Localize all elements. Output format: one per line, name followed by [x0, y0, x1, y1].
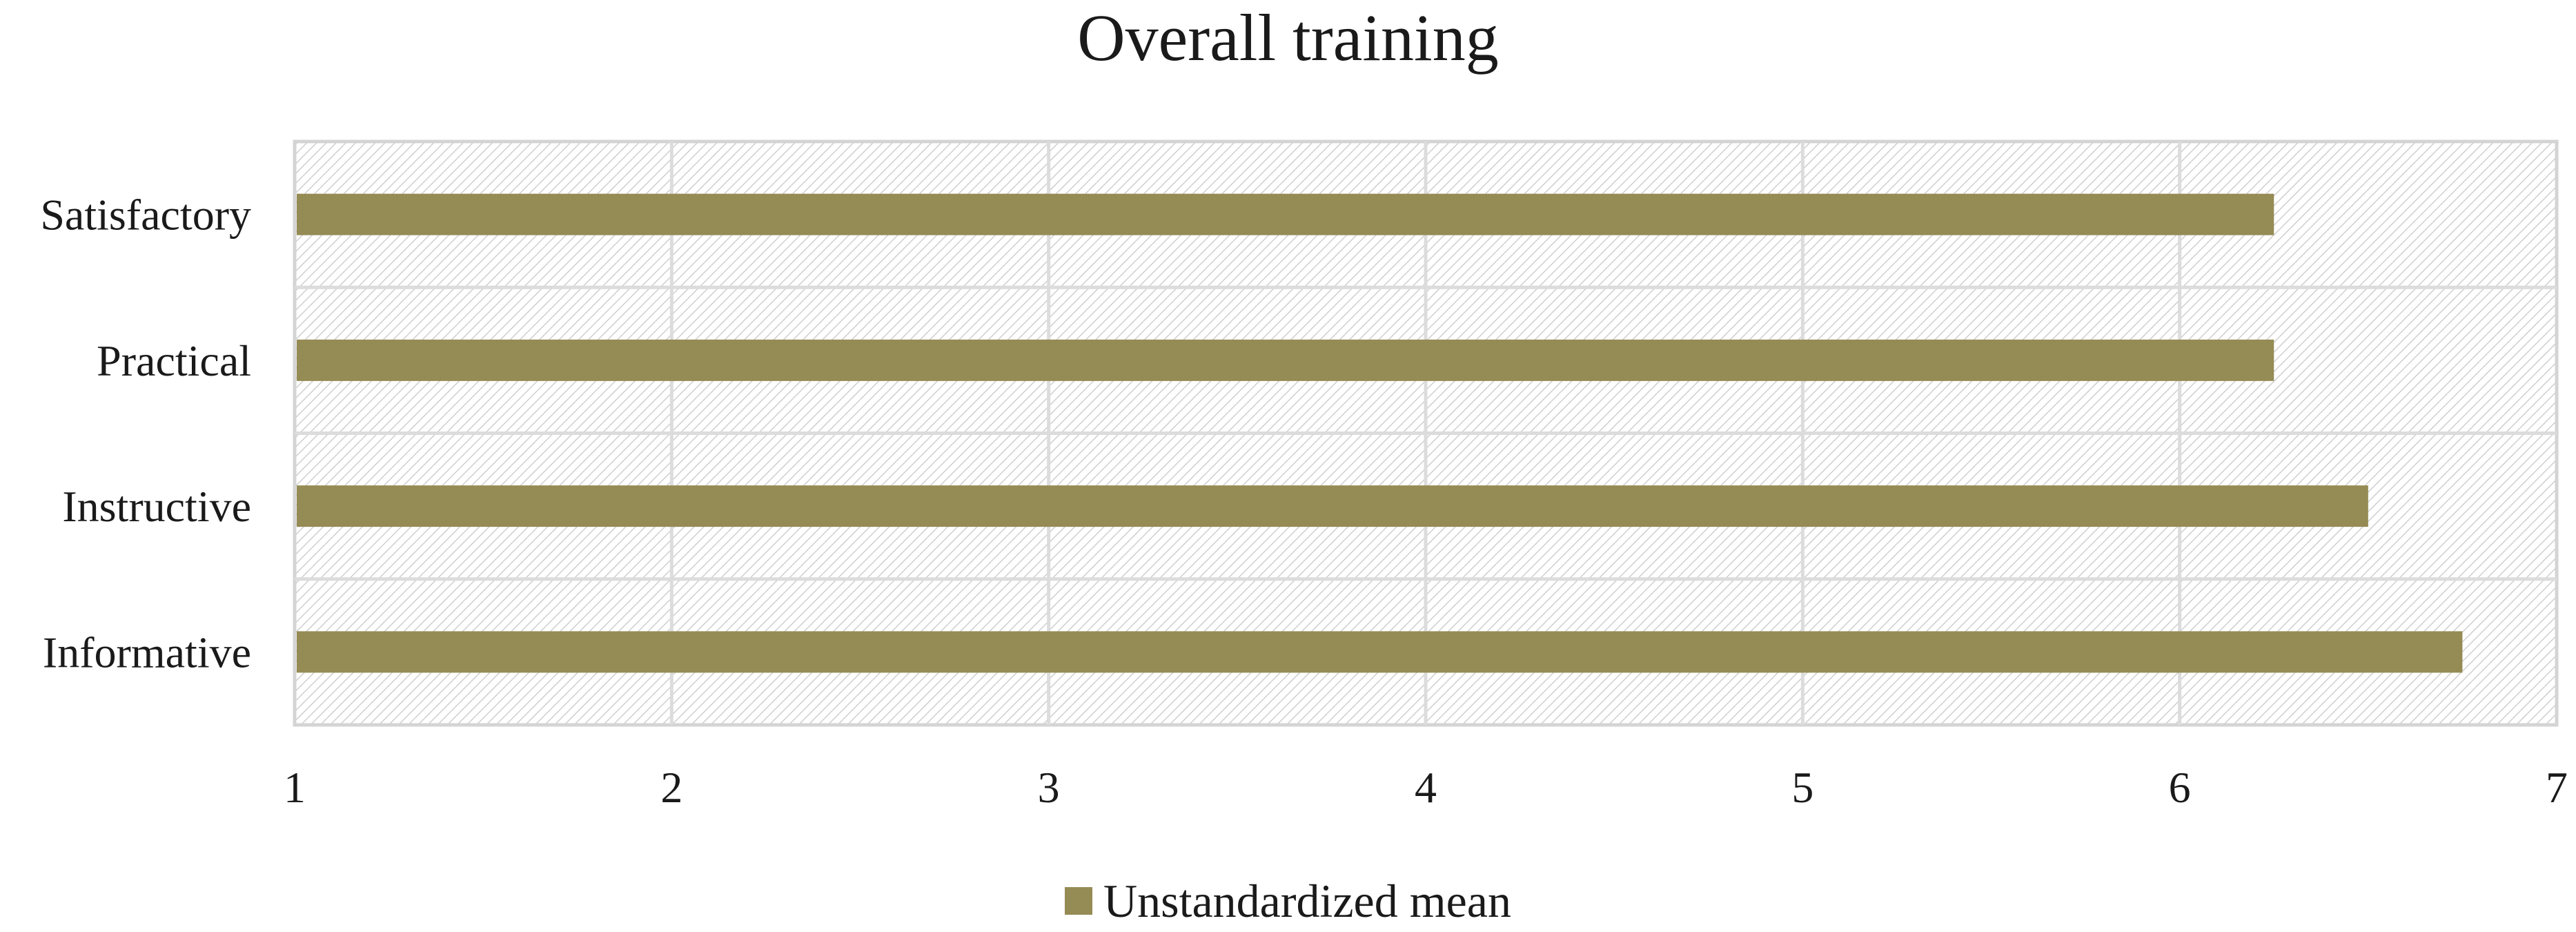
bar-practical	[297, 339, 2274, 381]
y-category-label: Practical	[97, 336, 251, 385]
legend: Unstandardized mean	[0, 871, 2576, 929]
bar-informative	[297, 631, 2463, 673]
y-category-label: Instructive	[62, 482, 251, 531]
y-category-label: Informative	[43, 628, 251, 677]
bar-satisfactory	[297, 193, 2274, 235]
x-tick-label: 3	[1038, 763, 1060, 812]
chart-title: Overall training	[1077, 1, 1499, 75]
bar-instructive	[297, 485, 2368, 527]
x-tick-label: 7	[2546, 763, 2568, 812]
x-tick-label: 1	[284, 763, 306, 812]
x-tick-label: 2	[660, 763, 682, 812]
legend-swatch	[1065, 887, 1092, 915]
x-tick-label: 6	[2169, 763, 2191, 812]
legend-label: Unstandardized mean	[1103, 875, 1511, 927]
x-tick-label: 4	[1415, 763, 1437, 812]
y-category-label: Satisfactory	[40, 191, 251, 240]
x-tick-label: 5	[1791, 763, 1813, 812]
